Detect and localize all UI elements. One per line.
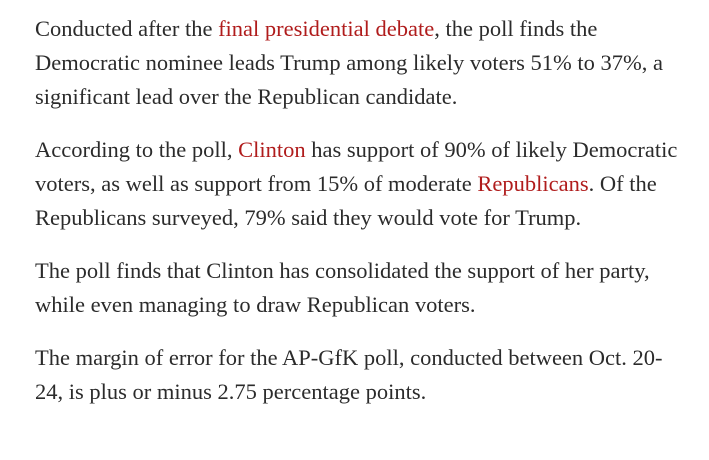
republicans-link[interactable]: Republicans: [477, 171, 589, 196]
paragraph-consolidation: The poll finds that Clinton has consolid…: [35, 254, 690, 322]
paragraph-margin-of-error: The margin of error for the AP-GfK poll,…: [35, 341, 690, 409]
paragraph-text: The margin of error for the AP-GfK poll,…: [35, 345, 663, 404]
paragraph-text: According to the poll,: [35, 137, 239, 162]
final-presidential-debate-link[interactable]: final presidential debate: [218, 16, 435, 41]
paragraph-text: The poll finds that Clinton has consolid…: [35, 258, 650, 317]
paragraph-text: . Of the Republicans surveyed, 79% said …: [35, 171, 657, 230]
paragraph-poll-results: Conducted after the final presidential d…: [35, 12, 690, 114]
clinton-link[interactable]: Clinton: [238, 137, 306, 162]
paragraph-text: has support of 90% of likely Democratic …: [35, 137, 678, 196]
paragraph-support-breakdown: According to the poll, Clinton has suppo…: [35, 133, 690, 235]
paragraph-text: Conducted after the: [35, 16, 219, 41]
paragraph-text: , the poll finds the Democratic nominee …: [35, 16, 664, 109]
article-body: Conducted after the final presidential d…: [35, 12, 690, 409]
